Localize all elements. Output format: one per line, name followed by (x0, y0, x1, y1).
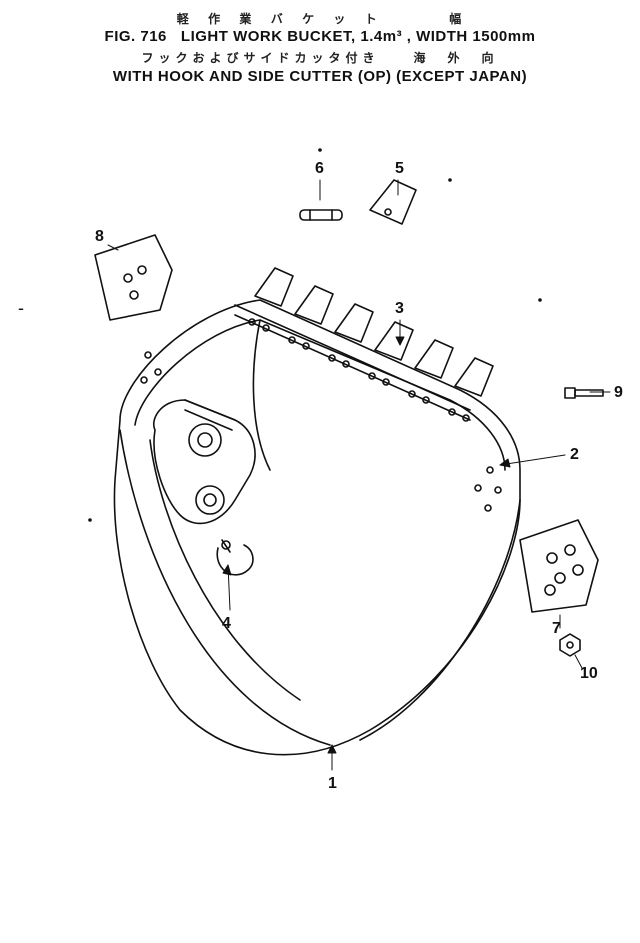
callout-9: 9 (614, 384, 623, 402)
side-cutter-left (95, 235, 172, 320)
callout-7: 7 (552, 620, 561, 638)
callout-2: 2 (570, 446, 579, 464)
callout-3: 3 (395, 300, 404, 318)
callout-8: 8 (95, 228, 104, 246)
hinge-bracket (154, 400, 255, 523)
hook (217, 540, 253, 575)
pin-part (300, 210, 342, 220)
callout-4: 4 (222, 615, 231, 633)
callout-6: 6 (315, 160, 324, 178)
page-root: 軽 作 業 バ ケ ッ ト 幅 FIG. 716 LIGHT WORK BUCK… (0, 0, 640, 943)
leader-lines (108, 180, 610, 770)
callout-10: 10 (580, 665, 598, 683)
exploded-diagram (0, 0, 640, 943)
bolt-part (565, 388, 603, 398)
side-cutter-right (520, 520, 598, 612)
nut-part (560, 634, 580, 656)
tooth-part (370, 180, 416, 224)
right-side-bolts (475, 467, 501, 511)
callout-1: 1 (328, 775, 337, 793)
left-side-bolts (141, 352, 161, 383)
callout-5: 5 (395, 160, 404, 178)
